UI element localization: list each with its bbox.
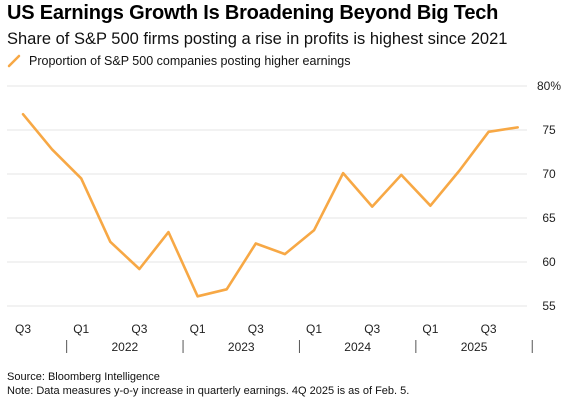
y-tick-label: 70 [542, 167, 556, 181]
x-tick-label: Q3 [15, 322, 31, 336]
data-note: Note: Data measures y-o-y increase in qu… [7, 385, 410, 397]
source-note: Source: Bloomberg Intelligence [7, 371, 160, 383]
year-label: 2025 [461, 340, 488, 354]
year-label: 2023 [228, 340, 255, 354]
x-tick-label: Q3 [481, 322, 497, 336]
legend-line-icon [7, 54, 21, 68]
year-label: 2024 [344, 340, 371, 354]
x-tick-label: Q3 [131, 322, 147, 336]
x-tick-label: Q3 [364, 322, 380, 336]
x-tick-label: Q3 [248, 322, 264, 336]
year-label: 2022 [111, 340, 138, 354]
y-tick-label: 80% [537, 79, 561, 93]
y-tick-label: 75 [542, 123, 556, 137]
y-tick-label: 60 [542, 255, 556, 269]
series-line [21, 112, 520, 298]
chart-title: US Earnings Growth Is Broadening Beyond … [7, 2, 499, 24]
chart-subtitle: Share of S&P 500 firms posting a rise in… [7, 30, 508, 48]
legend-label: Proportion of S&P 500 companies posting … [29, 54, 351, 68]
x-tick-label: Q1 [306, 322, 322, 336]
y-tick-label: 55 [542, 299, 556, 313]
x-tick-label: Q1 [73, 322, 89, 336]
x-tick-label: Q1 [190, 322, 206, 336]
chart-legend: Proportion of S&P 500 companies posting … [7, 54, 351, 68]
chart-footer: Source: Bloomberg Intelligence Note: Dat… [7, 370, 409, 398]
y-tick-label: 65 [542, 211, 556, 225]
x-tick-label: Q1 [422, 322, 438, 336]
